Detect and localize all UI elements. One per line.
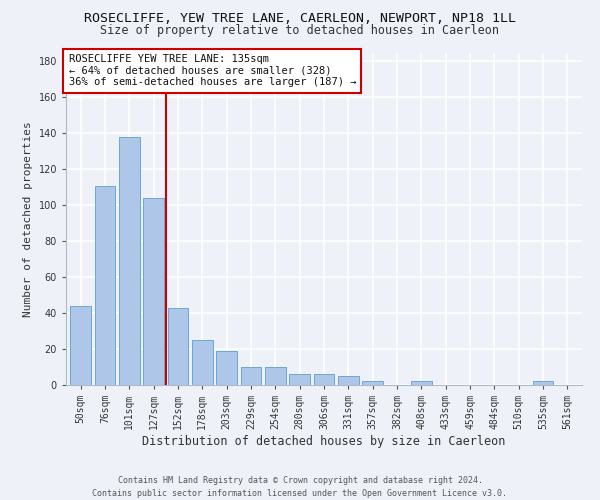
Bar [533, 382, 553, 385]
Bar [241, 367, 262, 385]
Bar [95, 186, 115, 385]
Bar [314, 374, 334, 385]
Bar [265, 367, 286, 385]
Text: Contains HM Land Registry data © Crown copyright and database right 2024.
Contai: Contains HM Land Registry data © Crown c… [92, 476, 508, 498]
Bar [338, 376, 359, 385]
Text: ROSECLIFFE YEW TREE LANE: 135sqm
← 64% of detached houses are smaller (328)
36% : ROSECLIFFE YEW TREE LANE: 135sqm ← 64% o… [68, 54, 356, 88]
X-axis label: Distribution of detached houses by size in Caerleon: Distribution of detached houses by size … [142, 435, 506, 448]
Bar [192, 340, 212, 385]
Bar [119, 137, 140, 385]
Y-axis label: Number of detached properties: Number of detached properties [23, 121, 33, 316]
Text: Size of property relative to detached houses in Caerleon: Size of property relative to detached ho… [101, 24, 499, 37]
Text: ROSECLIFFE, YEW TREE LANE, CAERLEON, NEWPORT, NP18 1LL: ROSECLIFFE, YEW TREE LANE, CAERLEON, NEW… [84, 12, 516, 26]
Bar [167, 308, 188, 385]
Bar [143, 198, 164, 385]
Bar [411, 382, 432, 385]
Bar [216, 351, 237, 385]
Bar [362, 382, 383, 385]
Bar [70, 306, 91, 385]
Bar [289, 374, 310, 385]
